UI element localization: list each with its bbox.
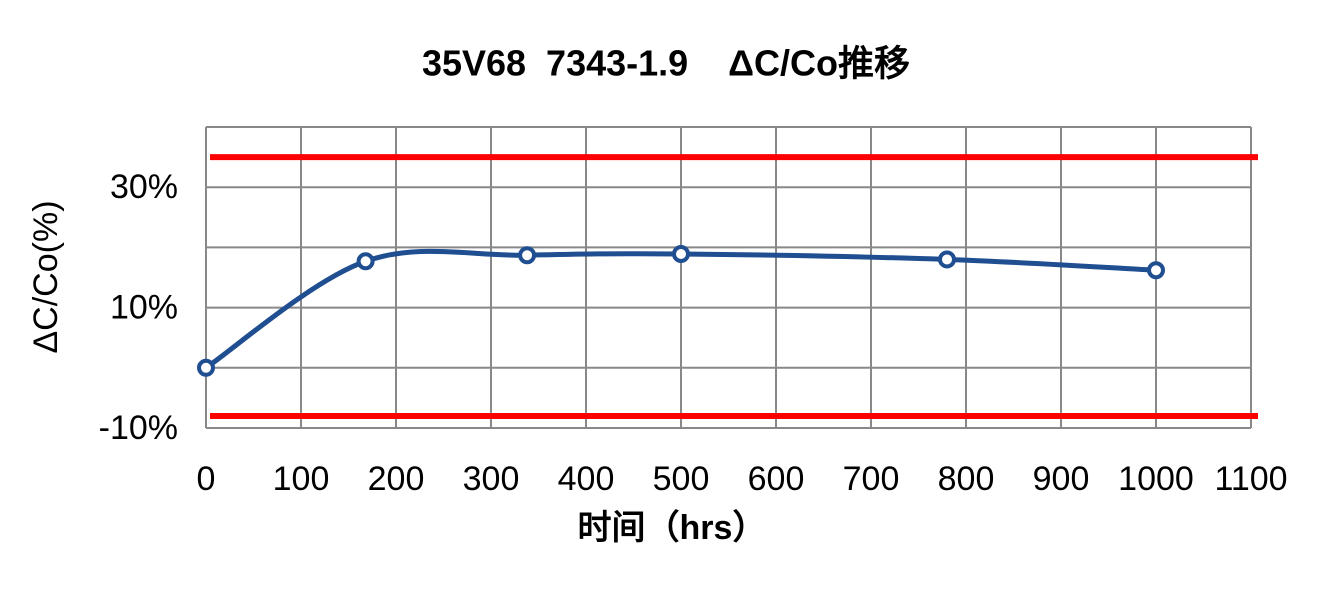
chart-title: 35V68 7343-1.9 ΔC/Co推移: [422, 43, 910, 84]
point: [672, 245, 690, 264]
point: [197, 358, 215, 377]
y-axis-label: ΔC/Co(%): [27, 200, 65, 353]
point: [356, 252, 375, 271]
y-tick-label: 30%: [110, 168, 178, 206]
x-tick-label: 100: [273, 460, 330, 498]
y-tick-label: 10%: [110, 289, 178, 327]
x-tick-label: 0: [197, 460, 216, 498]
point: [518, 246, 537, 265]
x-tick-label: 1100: [1214, 460, 1287, 498]
x-tick-label: 800: [938, 460, 995, 498]
x-tick-label: 200: [368, 460, 425, 498]
x-tick-label: 900: [1033, 460, 1090, 498]
x-tick-label: 400: [558, 460, 615, 498]
point: [938, 250, 956, 269]
point: [1147, 261, 1165, 280]
x-tick-label: 300: [463, 460, 520, 498]
x-tick-label: 600: [748, 460, 805, 498]
x-axis-label: 时间（hrs）: [578, 508, 767, 547]
x-tick-label: 1000: [1118, 460, 1194, 498]
x-tick-label: 700: [843, 460, 900, 498]
x-tick-label: 500: [653, 460, 710, 498]
series-line: [204, 248, 1157, 370]
y-tick-label: -10%: [99, 409, 178, 447]
